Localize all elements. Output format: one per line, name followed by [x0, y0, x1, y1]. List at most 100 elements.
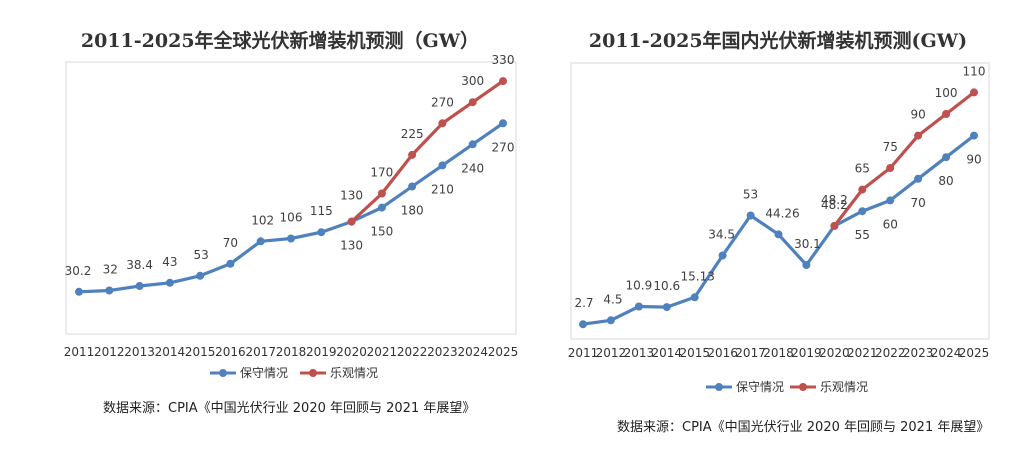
chart2-series-1-data-label: 80 [938, 174, 953, 188]
chart1-series-2-data-label: 270 [431, 95, 454, 109]
chart2-series-2-point [970, 88, 978, 97]
chart2-x-tick-label: 2024 [931, 346, 962, 360]
chart1-series-1-data-label: 150 [370, 225, 393, 239]
chart1-series-1-data-label: 270 [492, 140, 515, 154]
chart2-series-2-data-label: 100 [935, 86, 958, 100]
chart1-series-1-data-label: 106 [280, 211, 303, 225]
chart1-series-1-data-label: 53 [194, 248, 209, 262]
chart2-legend-swatch-marker [799, 383, 807, 391]
chart2-series-1-data-label: 44.26 [765, 206, 799, 220]
chart1-series-1-point [408, 182, 417, 191]
chart1-series-1-point [317, 228, 326, 237]
chart2-series-1-data-label: 15.13 [681, 269, 715, 283]
chart1-series-2-data-label: 300 [461, 74, 484, 88]
chart2-series-2-line [832, 90, 976, 228]
chart1-series-2-point [377, 189, 386, 198]
chart1-series-1-point [226, 259, 235, 268]
chart1-series-2-data-label: 130 [340, 189, 363, 203]
chart1-series-1-point [468, 140, 477, 149]
chart2-series-1-line [581, 134, 976, 326]
chart2-title: 2011-2025年国内光伏新增装机预测(GW) [589, 29, 967, 52]
chart2-series-1-point [634, 302, 643, 311]
chart2-series-1-data-label: 4.5 [603, 292, 622, 306]
chart1-plot-frame [65, 61, 517, 335]
chart1-x-tick-label: 2025 [488, 345, 519, 359]
chart1-series-1-point [135, 282, 144, 290]
chart2-series-1-data-label: 55 [855, 228, 870, 242]
chart1-series-2-data-label: 170 [370, 166, 393, 180]
chart1-legend-label: 保守情况 [240, 366, 288, 380]
chart1-series-1-data-label: 130 [340, 239, 363, 253]
chart1-series-1-data-label: 102 [251, 213, 274, 227]
chart1-series-1-point [256, 237, 265, 246]
chart1-x-tick-label: 2012 [94, 345, 125, 359]
chart2-series-1-point [579, 320, 587, 329]
chart1-x-tick-label: 2021 [367, 345, 398, 359]
chart1-source-note: 数据来源：CPIA《中国光伏行业 2020 年回顾与 2021 年展望》 [103, 400, 475, 416]
chart2-series-1-point [746, 211, 755, 220]
chart2-x-tick-label: 2011 [568, 346, 599, 360]
chart2-series-2-point [830, 221, 839, 230]
chart1-x-tick-label: 2023 [427, 345, 458, 359]
chart2-x-tick-label: 2022 [875, 346, 906, 360]
chart1-x-tick-label: 2020 [336, 345, 367, 359]
chart1-legend-label: 乐观情况 [330, 366, 378, 380]
chart1-series-2-line [350, 79, 505, 224]
chart2-series-1-data-label: 48.2 [821, 198, 848, 212]
chart2-series-2-data-label: 65 [855, 162, 870, 176]
chart1-series-1-data-label: 210 [431, 182, 454, 196]
chart2-series-2-point [886, 164, 895, 172]
chart2-series-1-data-label: 70 [911, 196, 926, 210]
chart2-x-tick-label: 2018 [763, 346, 794, 360]
chart1-legend-swatch-marker [219, 369, 227, 377]
chart2-series-1-point [606, 316, 615, 325]
chart1-x-tick-label: 2018 [276, 345, 307, 359]
chart1-legend-swatch-marker [309, 369, 317, 377]
chart2-series-2-data-label: 48.2 [821, 193, 848, 207]
chart2-x-tick-label: 2015 [679, 346, 710, 360]
chart1-series-1-point [377, 203, 386, 212]
chart2-series-1-point [690, 293, 699, 302]
chart2-x-tick-label: 2021 [847, 346, 878, 360]
chart1-x-tick-label: 2014 [155, 345, 186, 359]
chart1-series-2-data-label: 330 [492, 53, 515, 67]
chart1-series-1-data-label: 38.4 [126, 258, 153, 272]
chart2-series-1-point [802, 261, 811, 269]
chart1-series-1-data-label: 32 [103, 263, 118, 277]
chart2-series-2-point [914, 131, 923, 140]
chart1-series-2-point [499, 77, 507, 86]
chart2-x-tick-label: 2017 [735, 346, 766, 360]
chart2-x-tick-label: 2014 [652, 346, 683, 360]
chart2-series-1-data-label: 30.1 [794, 237, 821, 251]
chart2-x-tick-label: 2025 [959, 346, 990, 360]
chart1-series-1-point [196, 271, 205, 280]
chart2-series-1-data-label: 10.9 [625, 278, 652, 292]
chart1-x-tick-label: 2016 [215, 345, 246, 359]
chart1-x-tick-label: 2024 [457, 345, 488, 359]
chart2-series-1-point [886, 196, 895, 205]
chart2-series-2-data-label: 110 [963, 64, 986, 78]
chart2-legend-label: 乐观情况 [820, 380, 868, 394]
chart1-series-2-point [438, 119, 447, 128]
chart1-series-1-data-label: 43 [162, 255, 177, 269]
chart2-series-1-point [774, 230, 783, 239]
chart2-x-tick-label: 2023 [903, 346, 934, 360]
chart1-series-1-point [75, 287, 83, 296]
chart1-series-1-point [165, 278, 174, 287]
chart2-source-note: 数据来源：CPIA《中国光伏行业 2020 年回顾与 2021 年展望》 [617, 419, 989, 435]
chart1-series-1-data-label: 180 [401, 204, 424, 218]
chart2-series-1-data-label: 90 [966, 153, 981, 167]
chart1-x-tick-label: 2017 [245, 345, 276, 359]
chart2-series-1-data-label: 53 [743, 188, 758, 202]
chart2-series-2-data-label: 75 [883, 140, 898, 154]
chart1-series-1-data-label: 115 [310, 204, 333, 218]
chart2-plot-frame [570, 62, 990, 340]
chart1-series-2-point [347, 217, 356, 226]
chart1-x-tick-label: 2011 [64, 345, 95, 359]
chart2-series-1-data-label: 10.6 [653, 279, 680, 293]
chart1-series-1-point [105, 286, 114, 295]
chart2-x-tick-label: 2016 [707, 346, 738, 360]
chart2-series-1-point [914, 174, 923, 183]
